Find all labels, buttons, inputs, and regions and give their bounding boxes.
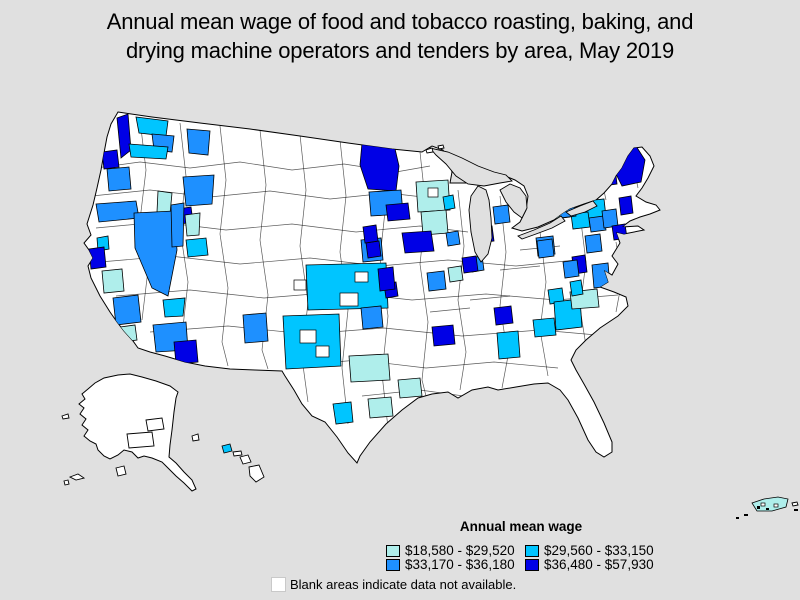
legend-label: $36,480 - $57,930 <box>544 557 654 572</box>
islet <box>794 509 798 511</box>
legend-label: $33,170 - $36,180 <box>405 557 515 572</box>
map-area <box>128 143 169 160</box>
legend-swatch <box>525 558 539 571</box>
chart-title-line-2: drying machine operators and tenders by … <box>125 38 675 63</box>
aleutian-islands <box>63 479 70 486</box>
legend-swatch <box>386 558 400 571</box>
legend-item: $36,480 - $57,930 <box>525 557 654 572</box>
map-area <box>242 312 269 344</box>
lake-superior <box>428 147 513 187</box>
map-area <box>401 230 435 254</box>
map-area <box>182 174 215 207</box>
map-area <box>569 279 584 297</box>
maui <box>239 454 252 465</box>
map-area <box>431 324 456 347</box>
map-area <box>354 271 369 283</box>
alaska-area-boundary <box>126 431 155 449</box>
map-area <box>293 279 307 291</box>
map-area <box>106 166 132 192</box>
map-area <box>385 202 411 222</box>
puerto-rico <box>736 496 799 519</box>
no-data-note: Blank areas indicate data not available. <box>271 577 516 592</box>
map-area <box>377 266 396 292</box>
lake-erie <box>517 215 566 240</box>
map-area <box>397 377 423 399</box>
legend-swatch <box>525 544 539 557</box>
map-area <box>445 230 461 247</box>
chart-title: Annual mean wage of food and tobacco roa… <box>0 7 800 65</box>
map-area <box>185 237 209 258</box>
alaska <box>61 373 197 492</box>
map-area <box>493 305 514 326</box>
vieques <box>791 501 799 507</box>
map-area <box>461 255 479 274</box>
no-data-swatch <box>271 577 286 592</box>
map-area <box>546 402 562 424</box>
map-area <box>170 202 185 248</box>
lake-michigan <box>468 185 493 263</box>
legend-label: $18,580 - $29,520 <box>405 543 515 558</box>
map-area <box>584 233 603 254</box>
map-area <box>536 238 555 259</box>
legend-item: $33,170 - $36,180 <box>386 557 515 572</box>
map-area <box>186 128 211 156</box>
great-lakes <box>425 144 598 263</box>
map-area <box>315 345 330 358</box>
legend-title: Annual mean wage <box>459 519 583 534</box>
hawaii-island <box>248 464 265 483</box>
superior-islands <box>437 144 445 150</box>
map-area <box>532 317 557 338</box>
no-data-text: Blank areas indicate data not available. <box>290 577 517 592</box>
map-area <box>101 149 120 170</box>
lake-huron <box>499 183 528 219</box>
map-area <box>562 259 580 279</box>
map-area <box>339 292 359 307</box>
map-area <box>156 190 173 215</box>
lake-ontario <box>565 200 598 217</box>
islet <box>744 514 748 516</box>
map-area <box>162 297 186 318</box>
map-area <box>447 265 464 283</box>
map-area <box>112 294 142 326</box>
map-area <box>492 204 511 225</box>
superior-islands <box>425 147 434 154</box>
map-area <box>365 240 382 259</box>
map-area <box>557 429 573 463</box>
map-area <box>427 187 439 198</box>
map-area <box>95 200 140 223</box>
map-area <box>359 139 400 192</box>
map-area <box>426 270 447 292</box>
aleutian-islands <box>61 413 70 420</box>
map-area <box>88 246 107 270</box>
legend-item: $29,560 - $33,150 <box>525 543 654 558</box>
map-area <box>299 329 317 344</box>
oahu <box>221 443 233 454</box>
map-area <box>101 268 125 294</box>
map-area <box>362 224 379 244</box>
molokai <box>232 450 243 457</box>
kodiak-island <box>115 465 127 477</box>
legend-label: $29,560 - $33,150 <box>544 543 654 558</box>
map-area <box>599 167 618 187</box>
map-area <box>332 401 354 425</box>
legend-item: $18,580 - $29,520 <box>386 543 515 558</box>
map-area <box>119 324 138 343</box>
chart-title-line-1: Annual mean wage of food and tobacco roa… <box>106 9 694 34</box>
map-area <box>348 353 391 383</box>
legend-swatch <box>386 544 400 557</box>
map-area <box>591 262 611 289</box>
map-area <box>367 396 394 419</box>
kauai <box>191 433 200 442</box>
map-area <box>442 194 456 211</box>
hawaii <box>191 433 265 483</box>
map-area <box>618 195 634 216</box>
map-area <box>184 212 201 237</box>
map-area <box>173 339 199 365</box>
alaska-area-boundary <box>145 417 165 432</box>
map-area <box>360 305 384 330</box>
map-area <box>496 330 521 360</box>
aleutian-islands <box>68 473 86 481</box>
islet <box>736 517 739 519</box>
